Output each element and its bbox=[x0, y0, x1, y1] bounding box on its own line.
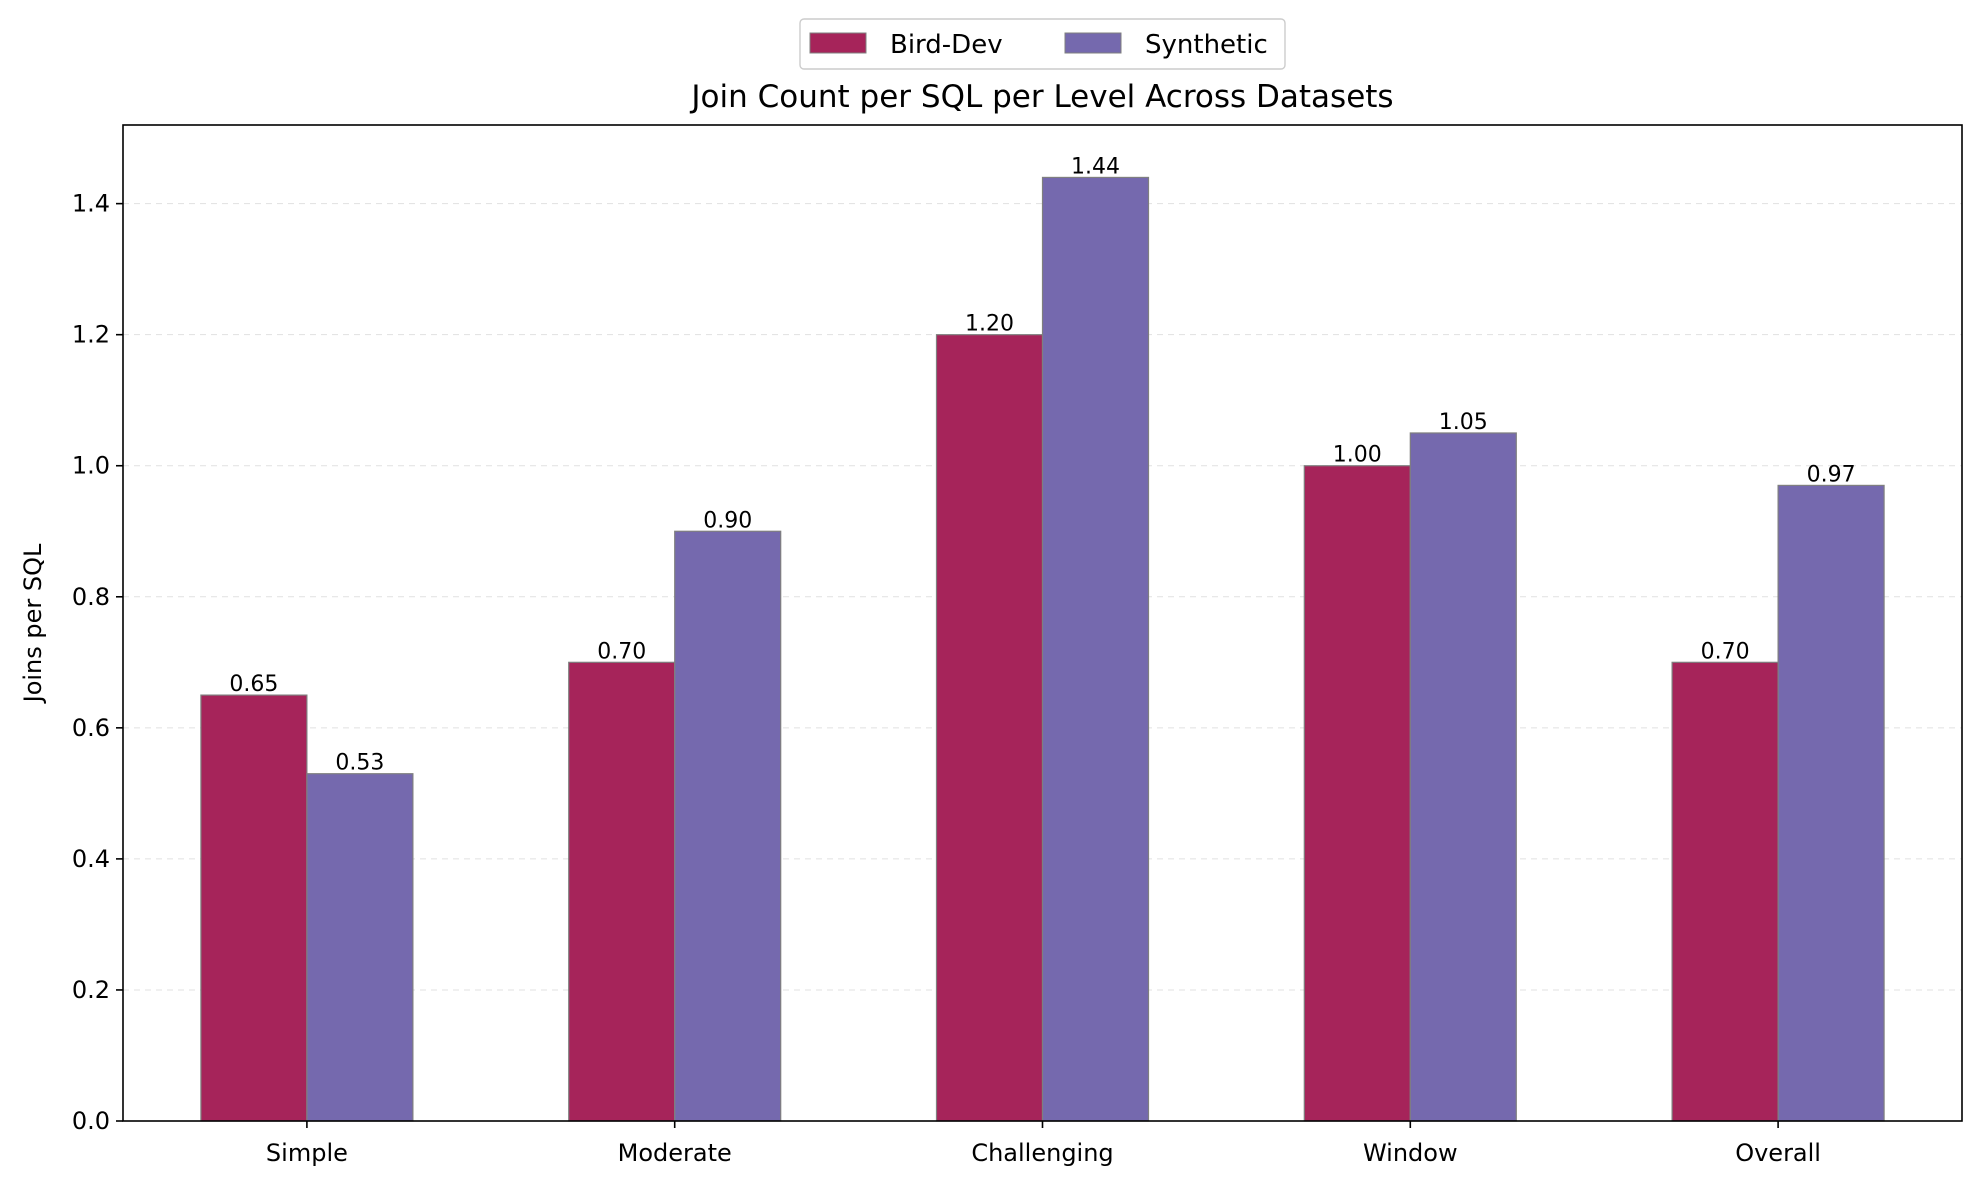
bar-bird-dev-challenging bbox=[935, 334, 1044, 1122]
y-tick-label: 0.6 bbox=[72, 714, 110, 742]
bar-synthetic-moderate bbox=[674, 530, 782, 1122]
data-label: 1.05 bbox=[1439, 410, 1488, 435]
data-labels-layer: 0.65 0.53 0.70 0.90 1.20 1.44 1.00 1.05 0.70 0.97 bbox=[229, 154, 1855, 775]
bar-synthetic-challenging bbox=[1041, 176, 1150, 1122]
legend-label: Synthetic bbox=[1145, 30, 1268, 60]
bar-bird-dev-overall bbox=[1671, 661, 1779, 1122]
data-label: 0.97 bbox=[1807, 462, 1856, 487]
x-tick-label-simple: Simple bbox=[266, 1139, 348, 1167]
x-tick-label-window: Window bbox=[1363, 1139, 1458, 1167]
bar-bird-dev-moderate bbox=[568, 661, 676, 1122]
legend-item-bird-dev[interactable]: Bird-Dev bbox=[809, 30, 1003, 60]
bar-synthetic-window bbox=[1409, 432, 1517, 1122]
x-tick-label-overall: Overall bbox=[1735, 1139, 1821, 1167]
legend[interactable]: Bird-Dev Synthetic bbox=[799, 18, 1286, 70]
chart-title: Join Count per SQL per Level Across Data… bbox=[689, 79, 1393, 115]
x-tick-label-moderate: Moderate bbox=[618, 1139, 732, 1167]
y-axis-title: Joins per SQL bbox=[19, 543, 47, 704]
data-label: 1.00 bbox=[1333, 443, 1382, 468]
data-label: 0.53 bbox=[335, 751, 384, 776]
bar-bird-dev-window bbox=[1303, 465, 1411, 1122]
x-tick-label-challenging: Challenging bbox=[971, 1139, 1113, 1167]
bar-synthetic-simple bbox=[306, 773, 414, 1122]
legend-swatch bbox=[809, 32, 867, 54]
legend-swatch bbox=[1064, 32, 1122, 54]
y-tick-label: 1.2 bbox=[72, 321, 110, 349]
data-label: 1.20 bbox=[965, 312, 1014, 337]
legend-label: Bird-Dev bbox=[890, 30, 1003, 60]
data-label: 0.65 bbox=[229, 672, 278, 697]
x-axis: Simple Moderate Challenging Window Overall bbox=[266, 1121, 1821, 1167]
bars-layer bbox=[200, 176, 1885, 1122]
legend-item-synthetic[interactable]: Synthetic bbox=[1064, 30, 1268, 60]
data-label: 0.70 bbox=[597, 639, 646, 664]
bar-bird-dev-simple bbox=[200, 694, 308, 1122]
y-tick-label: 1.0 bbox=[72, 452, 110, 480]
data-label: 0.70 bbox=[1701, 639, 1750, 664]
data-label: 1.44 bbox=[1071, 154, 1120, 179]
bar-synthetic-overall bbox=[1777, 484, 1885, 1122]
y-tick-label: 0.8 bbox=[72, 583, 110, 611]
y-tick-label: 0.0 bbox=[72, 1107, 110, 1135]
data-label: 0.90 bbox=[703, 508, 752, 533]
grid-layer bbox=[123, 203, 1962, 991]
y-tick-label: 1.4 bbox=[72, 190, 110, 218]
y-axis: 0.0 0.2 0.4 0.6 0.8 1.0 1.2 1.4 bbox=[72, 190, 123, 1135]
legend-box bbox=[799, 18, 1286, 70]
y-tick-label: 0.2 bbox=[72, 976, 110, 1004]
y-tick-label: 0.4 bbox=[72, 845, 110, 873]
